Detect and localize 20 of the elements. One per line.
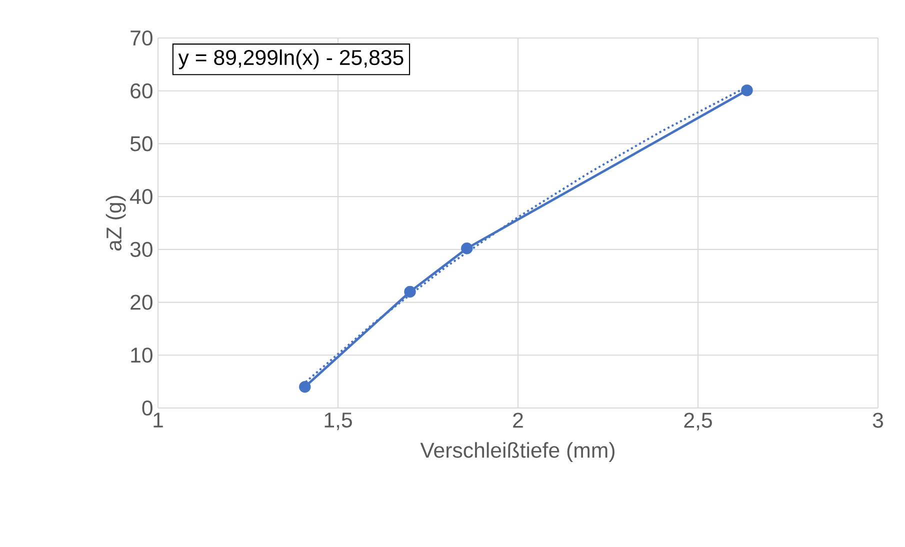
x-tick-label: 1,5: [324, 412, 352, 430]
point: [741, 84, 753, 96]
x-tick-label: 1: [154, 412, 163, 428]
y-tick-label: 60: [130, 83, 152, 98]
x-tick-label: 2,5: [684, 412, 712, 430]
y-tick-label: 30: [130, 242, 152, 257]
y-tick-label: 70: [130, 30, 152, 46]
y-tick-label: 50: [130, 136, 152, 152]
y-tick-label: 0: [142, 400, 152, 416]
x-axis-title: Verschleißtiefe (mm): [420, 442, 614, 462]
y-tick-label: 20: [130, 294, 152, 310]
annotation: y = 89,299ln(x) - 25,835: [178, 49, 404, 70]
point: [461, 242, 473, 254]
y-tick-label: 10: [131, 348, 152, 363]
y-axis-title: aZ (g): [106, 196, 126, 251]
y-tick-label: 40: [130, 189, 152, 204]
x-tick-label: 3: [872, 412, 883, 428]
x-tick-label: 2: [513, 412, 523, 428]
point: [404, 286, 416, 298]
point: [299, 380, 311, 393]
